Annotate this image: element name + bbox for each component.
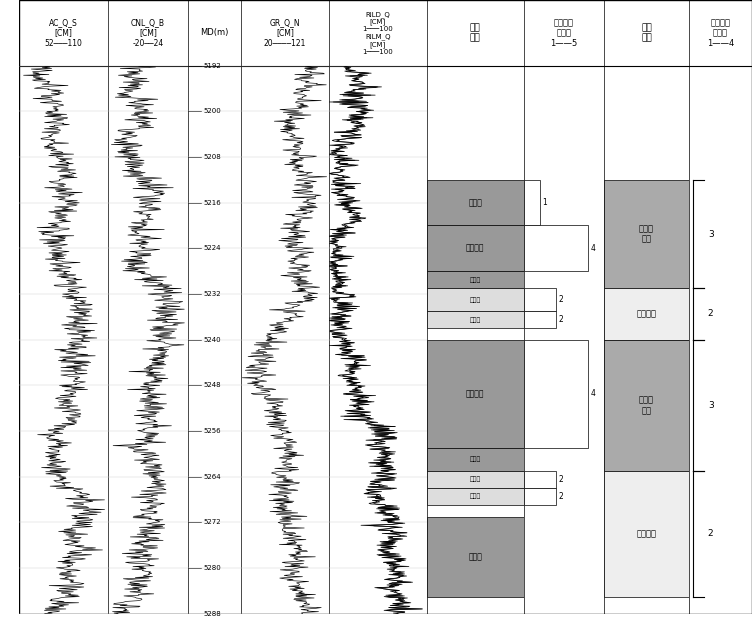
Bar [604, 180, 689, 288]
Text: 三角洲
前缘: 三角洲 前缘 [639, 396, 654, 415]
Bar [524, 288, 556, 311]
Bar [426, 271, 524, 288]
Text: 2: 2 [559, 475, 563, 484]
Text: 5272: 5272 [204, 519, 222, 526]
Text: 远砂嵎: 远砂嵎 [469, 477, 481, 482]
Text: 5200: 5200 [204, 108, 222, 114]
Text: 4: 4 [590, 389, 596, 398]
Text: GR_Q_N
[CM]
20────121: GR_Q_N [CM] 20────121 [264, 18, 306, 48]
Text: 滨浅海: 滨浅海 [469, 457, 481, 462]
Text: MD(m): MD(m) [200, 28, 228, 38]
Text: 分流河道: 分流河道 [466, 244, 485, 253]
Text: 5288: 5288 [204, 611, 222, 617]
Bar [524, 339, 588, 448]
Bar [524, 226, 588, 271]
Text: 沉积
亚相: 沉积 亚相 [641, 23, 652, 42]
Text: 2: 2 [559, 295, 563, 304]
Text: 远砂嵎: 远砂嵎 [469, 317, 481, 322]
Bar [524, 180, 540, 226]
Text: 分流河道: 分流河道 [466, 389, 485, 398]
Text: 5240: 5240 [204, 337, 222, 342]
Text: 4: 4 [590, 244, 596, 253]
Text: 5216: 5216 [204, 199, 222, 206]
Text: 远砂嵎: 远砂嵎 [469, 494, 481, 499]
Bar [426, 339, 524, 448]
Bar [426, 517, 524, 597]
Bar [426, 288, 524, 311]
Text: 5224: 5224 [204, 246, 222, 251]
Bar [604, 288, 689, 339]
Text: RILD_Q
[CM]
1───100
RILM_Q
[CM]
1───100: RILD_Q [CM] 1───100 RILM_Q [CM] 1───100 [363, 11, 393, 55]
Text: 1: 1 [542, 198, 547, 207]
Bar [524, 471, 556, 488]
Text: 5248: 5248 [204, 382, 222, 388]
Bar [604, 339, 689, 471]
Text: 前三角洲: 前三角洲 [637, 529, 656, 538]
Text: 2: 2 [559, 492, 563, 501]
Text: 河道间: 河道间 [468, 198, 482, 207]
Text: 5208: 5208 [204, 154, 222, 160]
Text: 2: 2 [708, 309, 714, 319]
Bar [604, 471, 689, 597]
Text: 3: 3 [708, 401, 714, 410]
Text: 三角洲
前缘: 三角洲 前缘 [639, 224, 654, 244]
Bar [524, 488, 556, 505]
Text: 沉积
微相: 沉积 微相 [469, 23, 481, 42]
Text: 2: 2 [559, 315, 563, 324]
Bar [524, 311, 556, 328]
Text: 前三角洲: 前三角洲 [637, 309, 656, 319]
Text: 滨浅海: 滨浅海 [468, 552, 482, 561]
Text: 3: 3 [708, 229, 714, 239]
Text: 5232: 5232 [204, 291, 222, 297]
Text: 沉积微相
数字化
1——5: 沉积微相 数字化 1——5 [550, 18, 578, 48]
Bar [426, 471, 524, 488]
Text: CNL_Q_B
[CM]
-20──24: CNL_Q_B [CM] -20──24 [131, 18, 165, 48]
Text: 5280: 5280 [204, 565, 222, 571]
Bar [426, 311, 524, 328]
Text: 沉积亚相
数字化
1——4: 沉积亚相 数字化 1——4 [707, 18, 734, 48]
Bar [426, 180, 524, 226]
Text: 5264: 5264 [204, 474, 222, 480]
Text: 2: 2 [708, 529, 714, 538]
Text: 远砂嵎: 远砂嵎 [469, 297, 481, 302]
Bar [426, 226, 524, 271]
Text: AC_Q_S
[CM]
52───110: AC_Q_S [CM] 52───110 [45, 18, 82, 48]
Text: 5256: 5256 [204, 428, 222, 434]
Text: 5192: 5192 [204, 62, 222, 69]
Text: 滨浅海: 滨浅海 [469, 277, 481, 282]
Bar [426, 448, 524, 471]
Bar [426, 488, 524, 505]
